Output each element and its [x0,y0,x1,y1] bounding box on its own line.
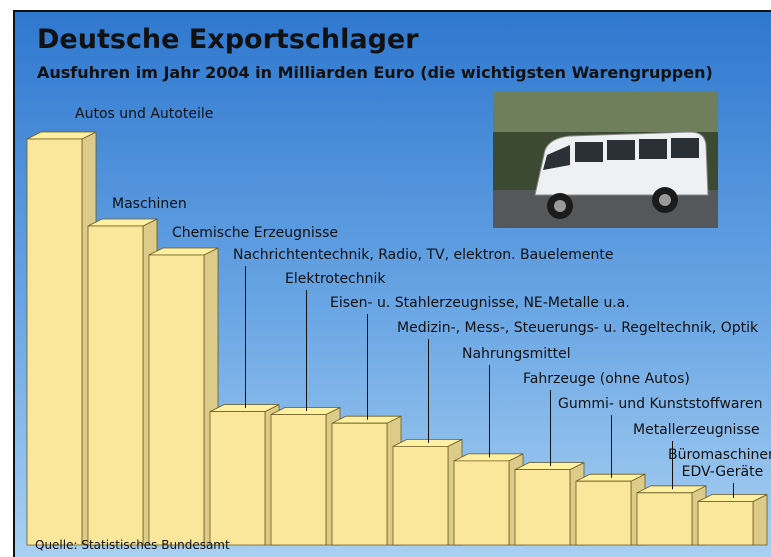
bar-face [454,461,509,545]
bar-face [393,446,448,545]
category-label: Büromaschinen EDV-Geräte [668,447,771,481]
category-label: Metallerzeugnisse [633,422,760,439]
bar [698,495,767,546]
category-label: Nachrichtentechnik, Radio, TV, elektron.… [233,247,613,264]
source-note: Quelle: Statistisches Bundesamt [35,538,230,552]
bar-face [149,255,204,545]
bar [332,416,401,545]
category-label: Fahrzeuge (ohne Autos) [523,371,690,388]
bar-face [27,139,82,545]
category-label: Gummi- und Kunststoffwaren [558,396,762,413]
bar [88,219,157,545]
bar [637,486,706,545]
bar-face [332,423,387,545]
bar-face [576,481,631,545]
category-label: Maschinen [112,196,187,213]
page: Deutsche Exportschlager Ausfuhren im Jah… [0,0,771,557]
bar-face [210,412,265,545]
bar-face [753,495,767,546]
bar [271,408,340,546]
chart-title: Deutsche Exportschlager [37,24,419,55]
bar-face [515,470,570,545]
bar [454,454,523,545]
bar [149,248,218,545]
bar [210,405,279,545]
category-label: Elektrotechnik [285,271,386,288]
bar-face [271,415,326,546]
chart-subtitle: Ausfuhren im Jahr 2004 in Milliarden Eur… [37,63,713,82]
bar [27,132,96,545]
category-label: Autos und Autoteile [75,106,213,123]
bar [393,439,462,545]
bar [515,463,584,545]
category-label: Eisen- u. Stahlerzeugnisse, NE-Metalle u… [330,295,630,312]
bar-face [637,493,692,545]
bar-face [88,226,143,545]
category-label: Nahrungsmittel [462,346,571,363]
category-label: Chemische Erzeugnisse [172,225,338,242]
photo [493,92,718,228]
category-label: Medizin-, Mess-, Steuerungs- u. Regeltec… [397,320,758,337]
bar-face [698,502,753,546]
bar [576,474,645,545]
